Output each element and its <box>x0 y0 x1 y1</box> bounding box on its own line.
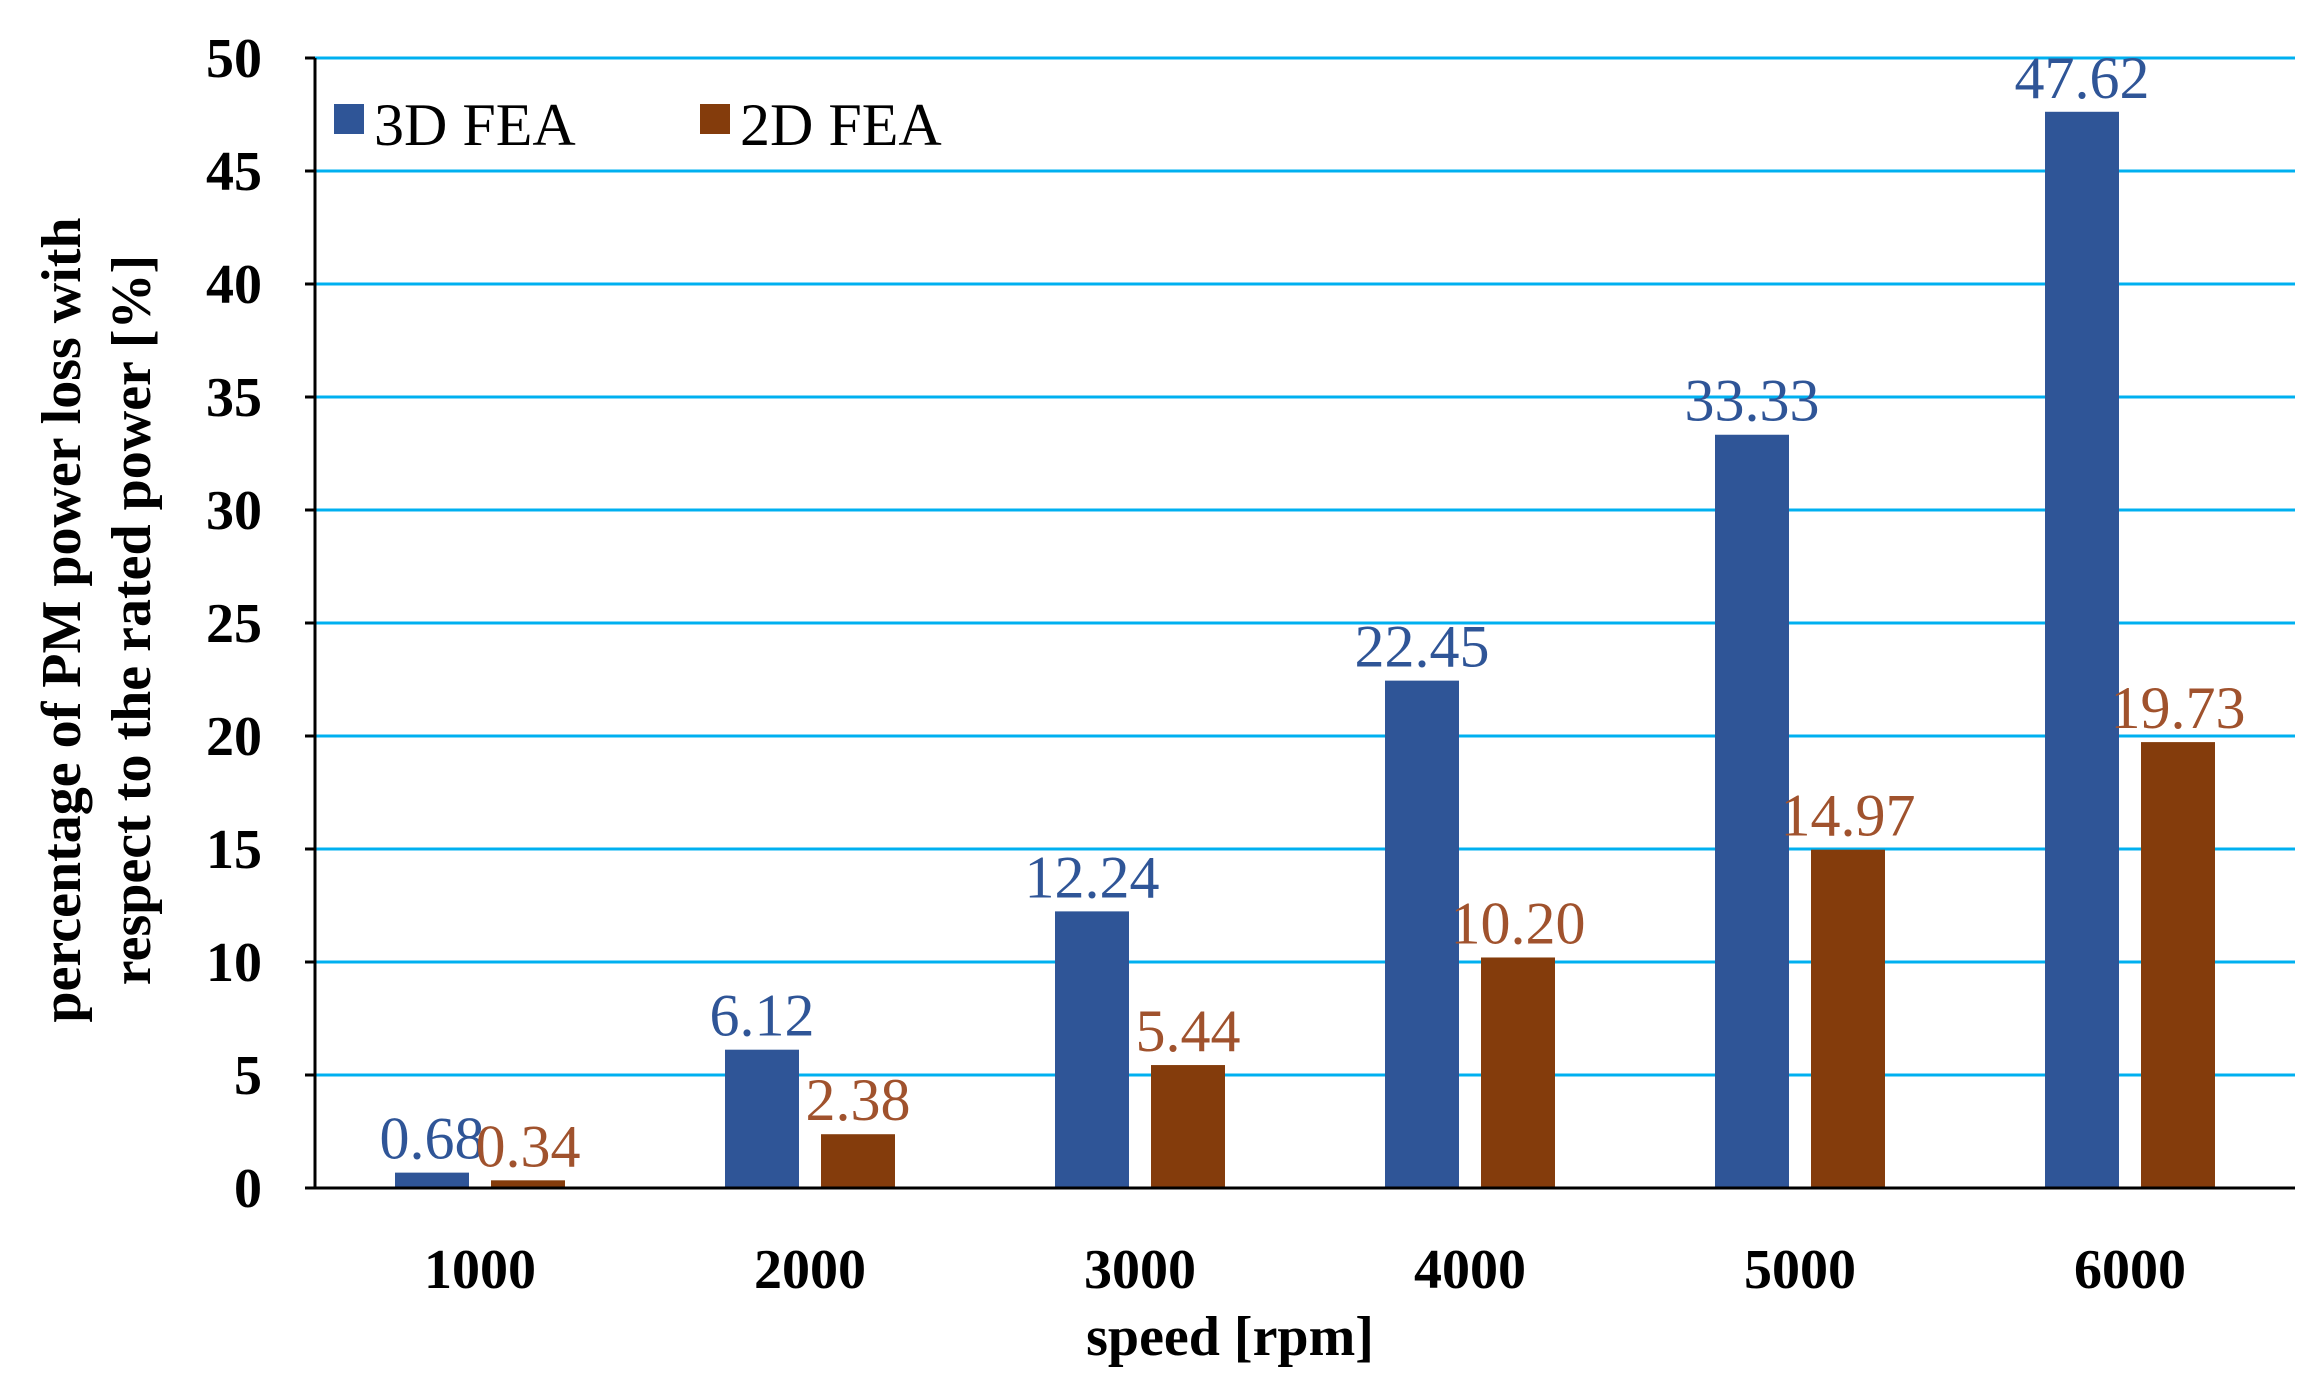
y-tick-label-45: 45 <box>206 141 262 203</box>
data-label-3d-fea-6000: 47.62 <box>2015 45 2150 111</box>
y-tick-label-0: 0 <box>234 1158 262 1220</box>
bar-2d-fea-2000 <box>821 1134 895 1188</box>
data-label-3d-fea-5000: 33.33 <box>1685 368 1820 434</box>
y-tick-label-5: 5 <box>234 1045 262 1107</box>
data-label-2d-fea-6000: 19.73 <box>2111 675 2246 741</box>
y-tick-label-40: 40 <box>206 254 262 316</box>
legend-swatch-3d-fea <box>334 104 364 134</box>
bars <box>395 111 2215 1189</box>
gridlines <box>315 56 2295 1077</box>
legend: 3D FEA 2D FEA <box>334 92 942 158</box>
bar-3d-fea-2000 <box>725 1049 799 1188</box>
bar-2d-fea-6000 <box>2141 742 2215 1188</box>
legend-label-3d-fea: 3D FEA <box>374 92 576 158</box>
x-tick-label-5000: 5000 <box>1744 1239 1856 1301</box>
y-axis-title-line-2: respect to the rated power [%] <box>101 255 163 985</box>
data-label-2d-fea-1000: 0.34 <box>476 1113 581 1179</box>
x-tick-label-2000: 2000 <box>754 1239 866 1301</box>
data-label-3d-fea-3000: 12.24 <box>1025 844 1160 910</box>
data-label-3d-fea-4000: 22.45 <box>1355 614 1490 680</box>
x-tick-label-4000: 4000 <box>1414 1239 1526 1301</box>
bar-2d-fea-4000 <box>1481 957 1555 1188</box>
y-tick-label-50: 50 <box>206 28 262 90</box>
legend-label-2d-fea: 2D FEA <box>740 92 942 158</box>
x-tick-label-6000: 6000 <box>2074 1239 2186 1301</box>
y-tick-label-30: 30 <box>206 480 262 542</box>
data-label-2d-fea-2000: 2.38 <box>806 1067 911 1133</box>
data-label-2d-fea-5000: 14.97 <box>1781 783 1916 849</box>
bar-2d-fea-5000 <box>1811 849 1885 1188</box>
y-tick-label-35: 35 <box>206 367 262 429</box>
x-tick-label-3000: 3000 <box>1084 1239 1196 1301</box>
data-labels: 0.680.34 6.12 2.38 12.24 5.44 22.45 10.20 33.33… <box>380 45 2246 1180</box>
y-tick-label-10: 10 <box>206 932 262 994</box>
bar-3d-fea-4000 <box>1385 680 1459 1188</box>
bar-3d-fea-5000 <box>1715 434 1789 1188</box>
data-label-3d-fea-1000: 0.68 <box>380 1106 485 1172</box>
bar-3d-fea-3000 <box>1055 911 1129 1188</box>
axes <box>305 56 2295 1190</box>
data-label-2d-fea-4000: 10.20 <box>1451 890 1586 956</box>
y-tick-label-20: 20 <box>206 706 262 768</box>
bar-2d-fea-3000 <box>1151 1065 1225 1188</box>
bar-3d-fea-6000 <box>2045 111 2119 1189</box>
y-tick-label-15: 15 <box>206 819 262 881</box>
data-label-3d-fea-2000: 6.12 <box>710 983 815 1049</box>
y-axis-title-line-1: percentage of PM power loss with <box>31 217 93 1022</box>
legend-swatch-2d-fea <box>700 104 730 134</box>
data-label-2d-fea-3000: 5.44 <box>1136 998 1241 1064</box>
bar-2d-fea-1000 <box>491 1180 565 1188</box>
y-tick-label-25: 25 <box>206 593 262 655</box>
tick-labels: 0 5 10 15 20 25 30 35 40 45 50 1000 2000 3000 4000 5000… <box>206 28 2186 1301</box>
x-tick-label-1000: 1000 <box>424 1239 536 1301</box>
bar-3d-fea-1000 <box>395 1172 469 1188</box>
x-axis-title: speed [rpm] <box>1086 1306 1374 1368</box>
